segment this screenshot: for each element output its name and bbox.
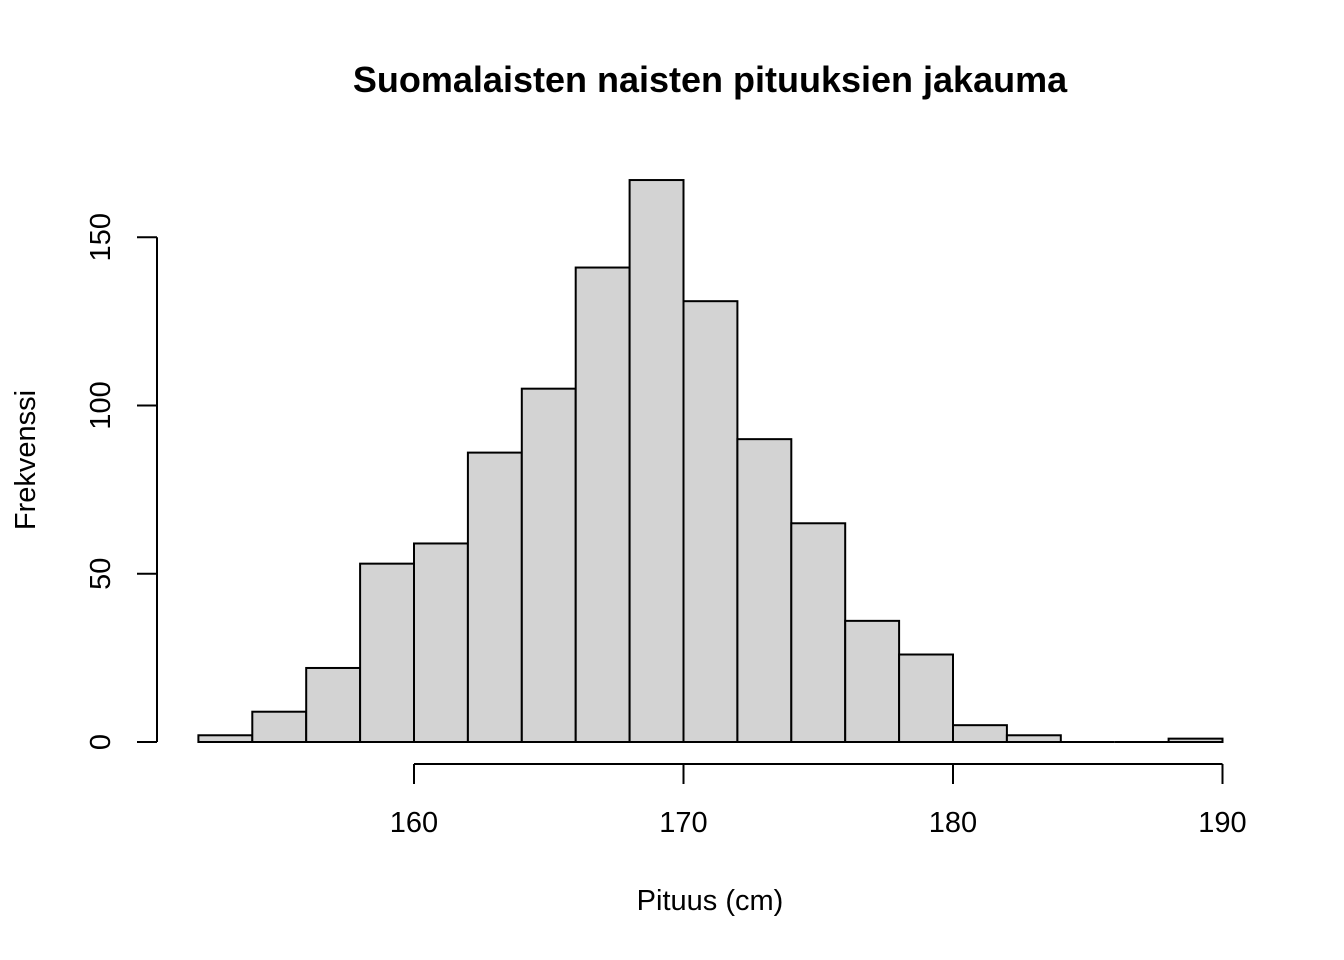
y-axis: 0 50 100 150	[85, 213, 158, 750]
histogram-bar	[251, 710, 308, 744]
histogram-bar	[898, 653, 954, 744]
y-axis-label: Frekvenssi	[10, 390, 42, 530]
y-tick-label: 150	[85, 213, 117, 261]
histogram-bar	[1005, 734, 1062, 744]
histogram-bar	[790, 522, 847, 744]
y-tick-label: 50	[85, 558, 117, 590]
y-tick-label: 100	[85, 381, 117, 429]
histogram-bar	[413, 542, 469, 744]
y-tick-label: 0	[85, 734, 117, 750]
x-tick-label: 160	[390, 807, 438, 839]
histogram-bar	[574, 266, 631, 743]
histogram-bar	[197, 734, 254, 744]
histogram-bar	[520, 387, 577, 743]
histogram-bar	[466, 451, 523, 743]
x-axis: 160 170 180 190	[390, 763, 1247, 839]
x-tick-label: 190	[1198, 807, 1246, 839]
histogram-bar	[736, 438, 793, 743]
histogram-bar	[844, 619, 901, 743]
x-axis-label: Pituus (cm)	[637, 885, 784, 917]
chart-title: Suomalaisten naisten pituuksien jakauma	[353, 59, 1068, 100]
histogram-bar	[952, 724, 1008, 743]
x-tick-label: 170	[659, 807, 707, 839]
histogram-bar	[1167, 737, 1224, 744]
histogram-bars	[197, 179, 1224, 744]
histogram-bar	[359, 562, 416, 744]
x-tick-label: 180	[929, 807, 977, 839]
histogram-bar	[682, 300, 739, 743]
histogram-bar	[628, 179, 685, 744]
histogram-bar	[305, 666, 362, 743]
